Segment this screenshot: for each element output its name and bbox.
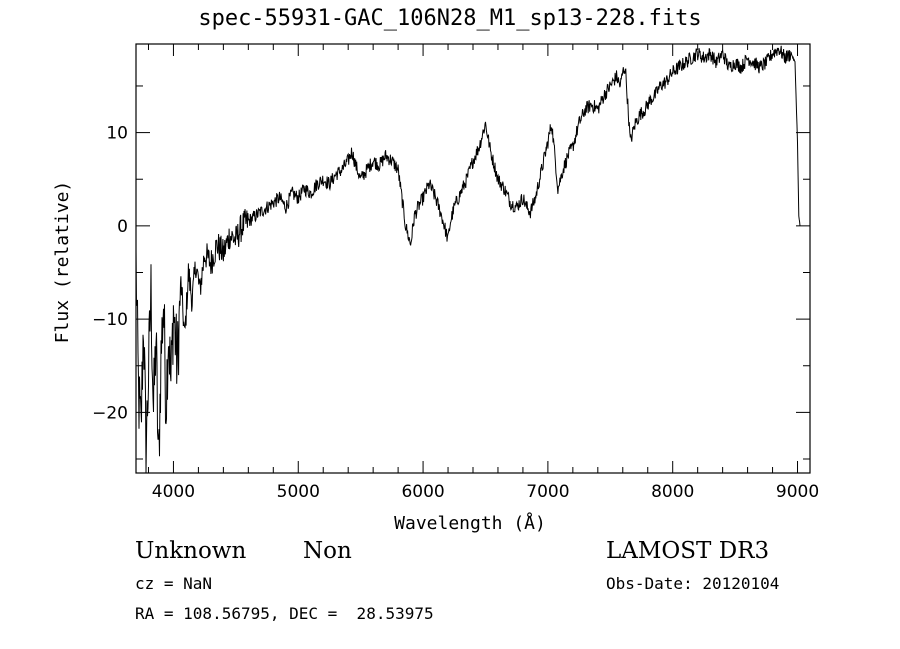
axis-tick-labels: 4000 5000 6000 7000 8000 9000 −20 −10 0 10 xyxy=(92,124,819,502)
x-tick-label: 6000 xyxy=(401,482,444,502)
object-subclass-label: Non xyxy=(303,538,352,564)
x-tick-label: 4000 xyxy=(152,482,195,502)
y-tick-label: −10 xyxy=(92,310,128,330)
x-axis-label: Wavelength (Å) xyxy=(394,512,546,534)
spectrum-line xyxy=(135,45,801,474)
coordinates-label: RA = 108.56795, DEC = 28.53975 xyxy=(135,604,434,623)
x-tick-label: 8000 xyxy=(651,482,694,502)
redshift-label: cz = NaN xyxy=(135,574,213,593)
y-tick-label: −20 xyxy=(92,403,128,423)
chart-title: spec-55931-GAC_106N28_M1_sp13-228.fits xyxy=(198,6,702,31)
survey-label: LAMOST DR3 xyxy=(606,538,770,564)
x-tick-label: 5000 xyxy=(277,482,320,502)
y-tick-label: 10 xyxy=(106,124,128,144)
x-tick-label: 7000 xyxy=(526,482,569,502)
axis-ticks xyxy=(136,44,810,473)
object-class-label: Unknown xyxy=(135,538,247,564)
y-tick-label: 0 xyxy=(117,217,128,237)
plot-frame xyxy=(135,43,811,474)
y-axis-label: Flux (relative) xyxy=(52,181,73,344)
observation-date-label: Obs-Date: 20120104 xyxy=(606,574,780,593)
x-tick-label: 9000 xyxy=(776,482,819,502)
